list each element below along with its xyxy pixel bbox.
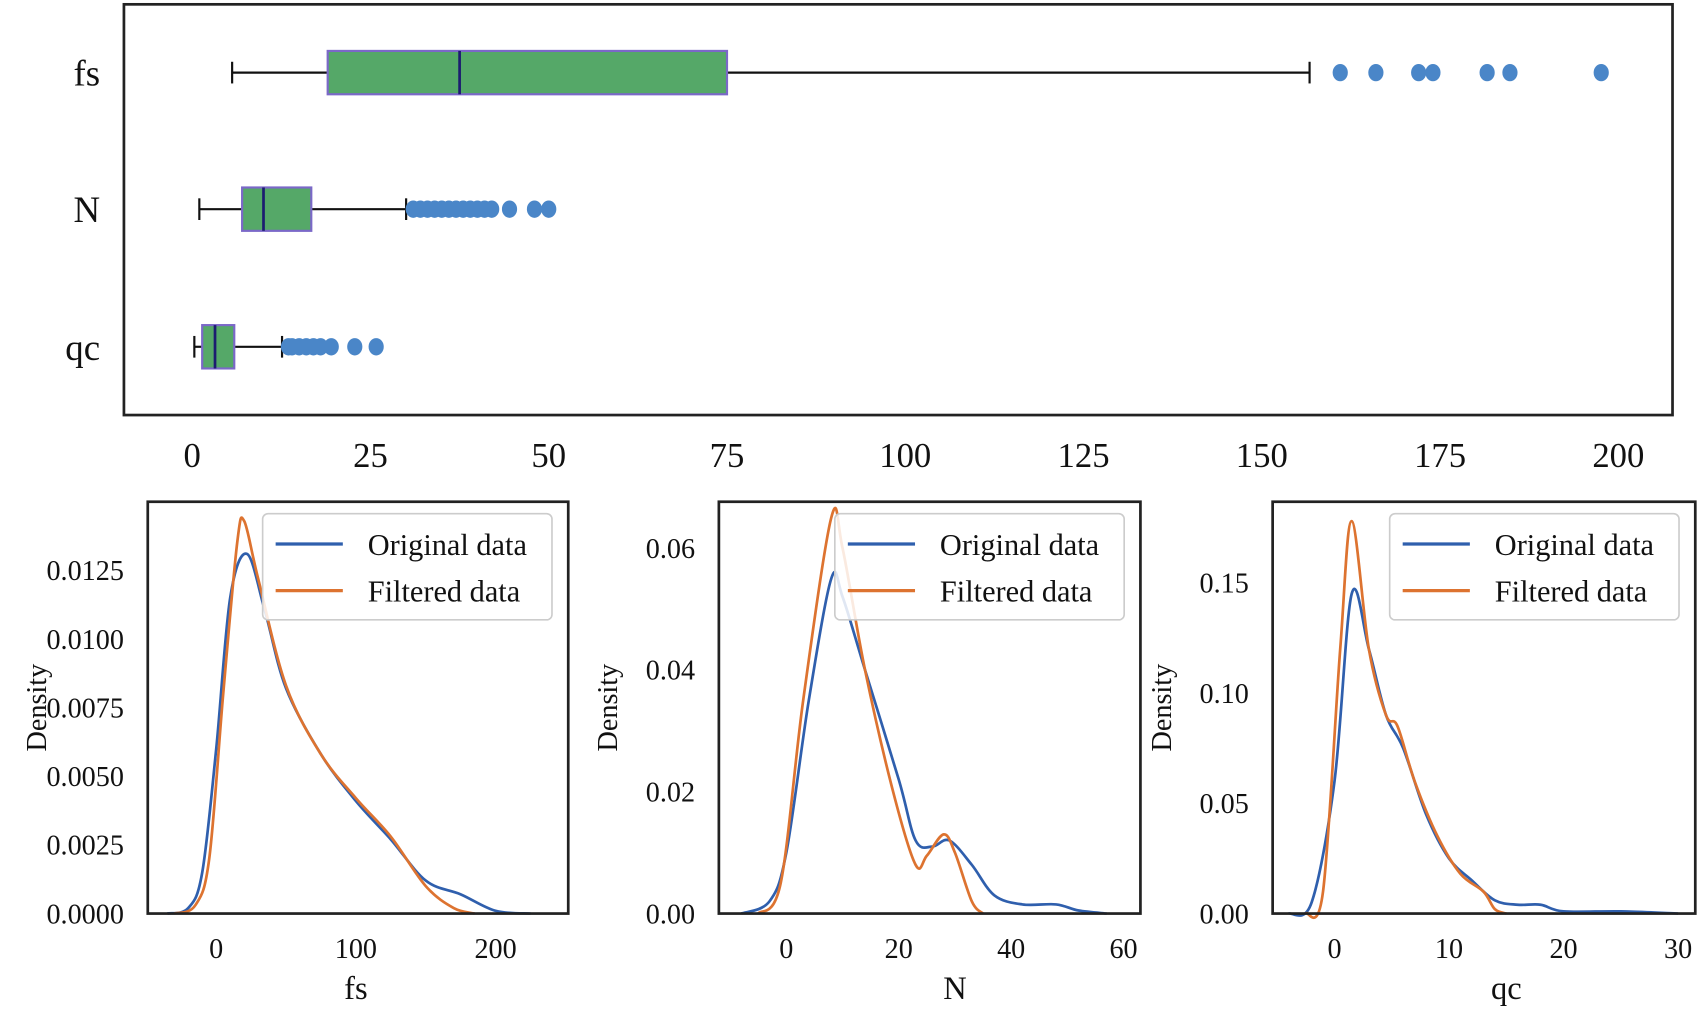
x-tick-label: 60 [1109, 934, 1137, 965]
x-tick-label: 0 [184, 437, 201, 475]
y-tick-label: 0.06 [646, 534, 695, 565]
category-label: qc [65, 327, 100, 368]
x-tick-label: 40 [997, 934, 1025, 965]
legend-label: Filtered data [368, 574, 521, 608]
y-tick-label: 0.0100 [46, 625, 123, 656]
x-tick-label: 50 [531, 437, 566, 475]
legend: Original data Filtered data [261, 512, 553, 621]
outlier-point [368, 338, 384, 356]
x-tick-label: 100 [879, 437, 931, 475]
x-tick-label: 200 [1592, 437, 1644, 475]
category-label: N [73, 189, 100, 230]
boxplot-frame [122, 2, 1674, 417]
outlier-point [1368, 63, 1384, 82]
legend-label: Filtered data [940, 574, 1093, 608]
y-tick-label: 0.10 [1200, 679, 1249, 710]
density-line-filtered [1304, 519, 1507, 919]
legend-label: Filtered data [1495, 574, 1648, 608]
x-tick-label: 0 [1327, 934, 1341, 965]
y-tick-label: 0.0025 [46, 831, 123, 862]
outlier-point [1332, 63, 1348, 82]
density-line-filtered [757, 506, 985, 915]
legend: Original data Filtered data [1388, 512, 1680, 621]
outlier-point [323, 338, 339, 356]
y-tick-label: 0.0050 [46, 762, 123, 793]
x-tick-label: 125 [1058, 437, 1110, 475]
x-axis-label: qc [1491, 971, 1522, 1007]
x-tick-label: 20 [1549, 934, 1577, 965]
x-tick-label: 200 [474, 934, 516, 965]
outlier-point [541, 200, 557, 218]
y-tick-label: 0.05 [1200, 789, 1249, 820]
box-qc: qc [65, 324, 384, 370]
outlier-point [347, 338, 363, 356]
density-line-original [740, 570, 1107, 915]
outlier-point [1479, 63, 1495, 82]
legend-box [261, 512, 553, 621]
x-axis-label: fs [344, 971, 367, 1007]
x-tick-label: 75 [710, 437, 745, 475]
y-tick-label: 0.00 [646, 899, 695, 930]
iqr-box [326, 49, 729, 96]
y-tick-label: 0.0075 [46, 693, 123, 724]
y-axis-label: Density [22, 664, 53, 752]
panel-frame [717, 500, 1142, 915]
box-fs: fs [73, 49, 1609, 96]
panel-frame [146, 500, 570, 915]
box-N: N [73, 186, 557, 232]
density-line-filtered [173, 516, 475, 915]
x-tick-label: 150 [1236, 437, 1288, 475]
legend-label: Original data [940, 528, 1100, 562]
y-tick-label: 0.0000 [46, 899, 123, 930]
density-line-original [1288, 587, 1679, 917]
density-panel-fs: 0 100 200 0.0000 0.0025 0.0050 0.0075 0.0100 0.0… [22, 500, 570, 1007]
iqr-box [201, 324, 236, 370]
outlier-point [1593, 63, 1609, 82]
x-axis-label: N [943, 971, 966, 1007]
legend-label: Original data [1495, 528, 1655, 562]
legend-label: Original data [368, 528, 528, 562]
outlier-point [1425, 63, 1441, 82]
y-tick-label: 0.02 [646, 777, 695, 808]
x-tick-label: 20 [885, 934, 913, 965]
legend: Original data Filtered data [834, 512, 1125, 621]
iqr-box [241, 186, 313, 232]
legend-box [1388, 512, 1680, 621]
density-panel-N: 0 20 40 60 0.00 0.02 0.04 0.06 N Density Original … [593, 500, 1142, 1007]
y-axis-label: Density [593, 664, 624, 752]
outlier-point [1411, 63, 1427, 82]
outlier-point [312, 338, 329, 356]
x-tick-label: 100 [335, 934, 377, 965]
y-tick-label: 0.00 [1200, 899, 1249, 930]
outlier-point [484, 200, 500, 218]
outlier-point [526, 200, 543, 218]
x-tick-label: 0 [779, 934, 793, 965]
outlier-point [501, 200, 518, 218]
category-label: fs [73, 53, 100, 94]
legend-box [834, 512, 1125, 621]
y-axis-label: Density [1147, 664, 1178, 752]
x-tick-label: 10 [1435, 934, 1463, 965]
x-tick-label: 25 [353, 437, 388, 475]
x-tick-label: 0 [209, 934, 223, 965]
x-tick-label: 30 [1664, 934, 1692, 965]
y-tick-label: 0.04 [646, 656, 695, 687]
outlier-point [1502, 63, 1518, 82]
x-tick-label: 175 [1414, 437, 1466, 475]
panel-frame [1271, 500, 1697, 915]
y-tick-label: 0.0125 [46, 556, 123, 587]
y-tick-label: 0.15 [1200, 569, 1249, 600]
boxplot-panel: fs Nqc 0 25 50 75 100 125 150 175 200 [65, 2, 1674, 475]
density-panel-qc: 0 10 20 30 0.00 0.05 0.10 0.15 qc Density Original… [1147, 500, 1697, 1007]
